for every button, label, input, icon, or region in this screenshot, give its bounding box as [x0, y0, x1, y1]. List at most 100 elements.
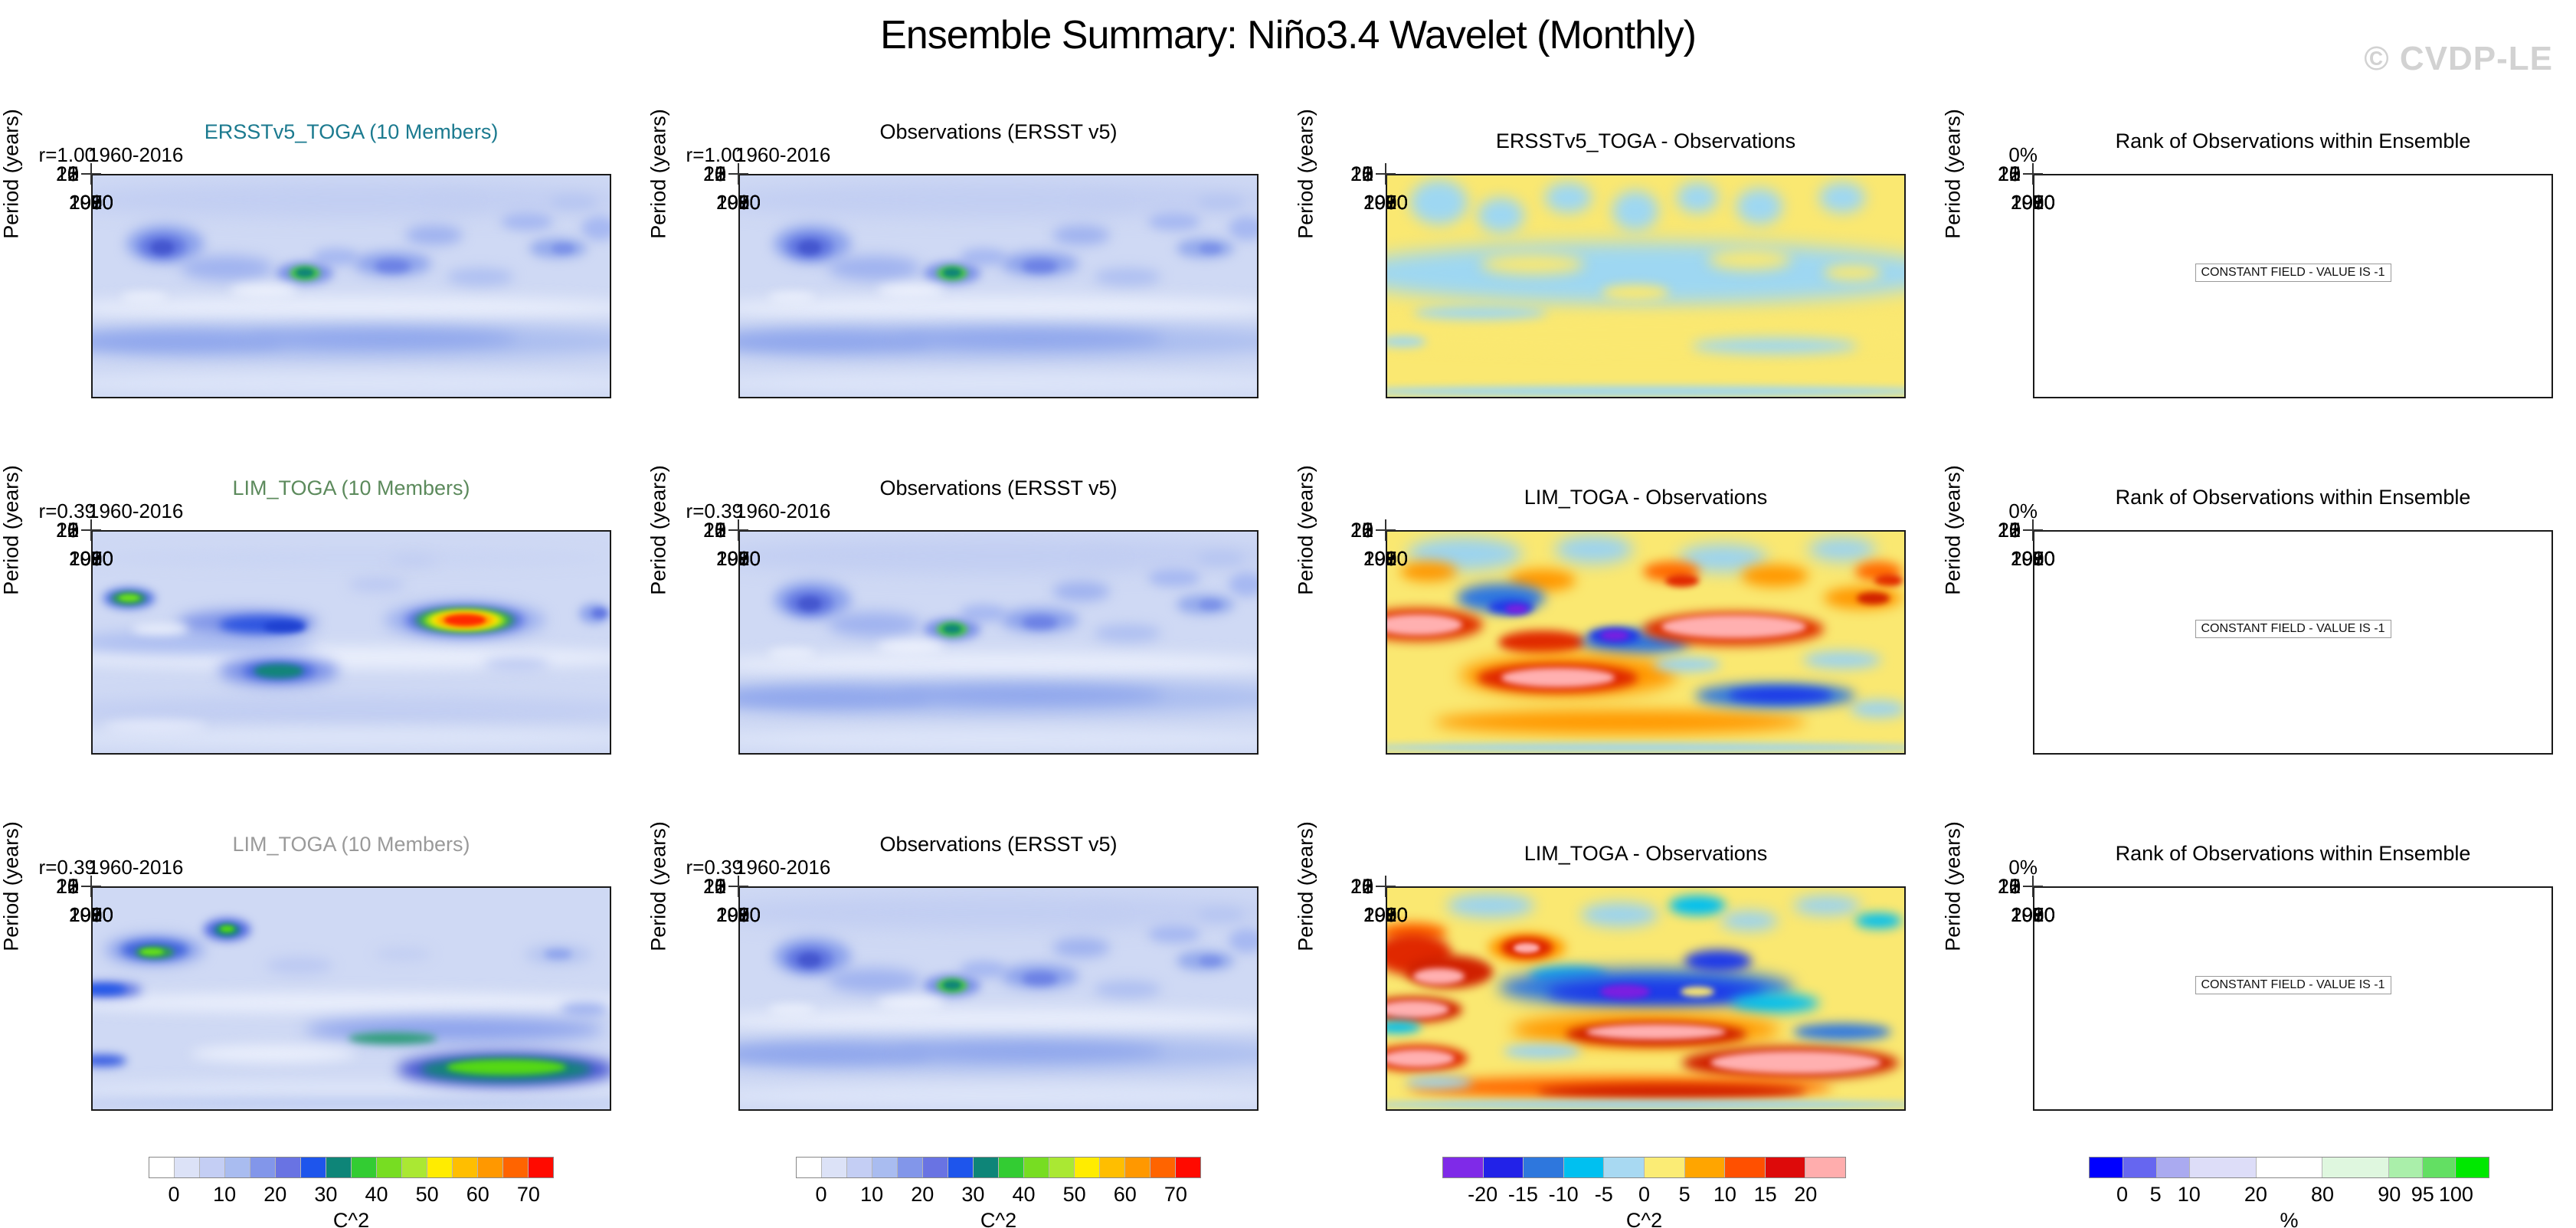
- x-tick: [90, 169, 92, 174]
- y-tick-label: 5: [1361, 162, 1373, 185]
- x-tick-label: 2010: [69, 191, 113, 214]
- colorbar-tick-label: 5: [2149, 1183, 2162, 1206]
- x-tick-label: 1960: [69, 547, 113, 570]
- colorbar-tick-label: 10: [1713, 1183, 1736, 1206]
- y-tick: [81, 529, 91, 531]
- x-tick: [1385, 881, 1386, 886]
- contour-blob: [1021, 615, 1059, 630]
- contour-blob: [1498, 630, 1586, 655]
- y-tick: [2023, 529, 2033, 531]
- contour-blob: [1387, 385, 1904, 397]
- plot-area: [1386, 174, 1906, 398]
- colorbar-cell: [478, 1158, 503, 1177]
- y-tick-label: 2: [714, 875, 726, 898]
- contour-blob: [1792, 1023, 1892, 1040]
- colorbar-cell: [1100, 1158, 1125, 1177]
- contour-blob: [1478, 197, 1524, 234]
- y-tick-label: 3: [714, 519, 726, 542]
- contour-blob: [942, 624, 961, 634]
- period-range-label: 1960-2016: [88, 499, 184, 522]
- y-tick-label: 10: [702, 519, 726, 542]
- panel-title: LIM_TOGA (10 Members): [232, 833, 470, 856]
- period-range-label: 1960-2016: [735, 499, 831, 522]
- contour-blob: [740, 1085, 1257, 1108]
- colorbar-cells: [149, 1157, 554, 1178]
- contour-blob: [1544, 182, 1592, 214]
- colorbar-tick-label: 50: [415, 1183, 439, 1206]
- colorbar-tick-label: 40: [1012, 1183, 1036, 1206]
- y-tick-label: 3: [1361, 162, 1373, 185]
- contour-blob: [1410, 179, 1468, 224]
- contour-blob: [1555, 535, 1633, 564]
- y-tick-label: 1: [714, 519, 726, 542]
- y-tick-label: 10: [702, 162, 726, 185]
- colorbar-tick-label: 0: [815, 1183, 827, 1206]
- contour-blob: [374, 948, 432, 961]
- y-tick-label: 3: [67, 519, 79, 542]
- contour-blob: [180, 256, 274, 281]
- contour-blob: [895, 1043, 1164, 1061]
- colorbar-tick-label: 10: [860, 1183, 884, 1206]
- contour-blob: [740, 331, 931, 352]
- colorbar-cells: [1442, 1157, 1846, 1178]
- x-tick: [1385, 530, 1386, 541]
- contour-blob: [1850, 699, 1904, 718]
- contour-blob: [740, 182, 1257, 218]
- colorbar-tick-label: 40: [365, 1183, 388, 1206]
- contour-blob: [431, 195, 478, 209]
- contour-blob: [768, 1004, 815, 1016]
- x-tick: [738, 881, 739, 886]
- contour-blob: [1052, 581, 1110, 602]
- colorbar-tick-label: 60: [466, 1183, 489, 1206]
- contour-blob: [1405, 1076, 1473, 1089]
- contour-blob: [1148, 213, 1200, 231]
- x-tick-label: 1990: [69, 191, 113, 214]
- figure-title: Ensemble Summary: Niño3.4 Wavelet (Month…: [880, 13, 1697, 57]
- colorbar-cells: [796, 1157, 1201, 1178]
- colorbar-cell: [225, 1158, 250, 1177]
- contour-blob: [1824, 265, 1881, 281]
- x-tick-label: 1980: [716, 903, 761, 926]
- wavelet-contour-field: [740, 888, 1257, 1109]
- contour-blob: [797, 241, 822, 254]
- correlation-label: r=0.39: [686, 499, 743, 522]
- y-tick-label: 1: [1361, 875, 1373, 898]
- x-tick: [2032, 174, 2034, 179]
- contour-blob: [405, 225, 463, 246]
- contour-blob: [1681, 987, 1714, 997]
- x-tick: [2032, 530, 2034, 535]
- contour-blob: [827, 256, 921, 281]
- x-tick: [90, 174, 92, 185]
- period-range-label: 1960-2016: [88, 143, 184, 166]
- colorbar-tick-label: 20: [1794, 1183, 1818, 1206]
- x-tick-label: 2000: [1363, 191, 1408, 214]
- x-tick: [738, 169, 739, 174]
- x-tick-label: 2000: [716, 191, 761, 214]
- contour-blob: [740, 687, 931, 708]
- y-tick-label: 20: [1997, 519, 2021, 542]
- colorbar-cell: [1644, 1158, 1685, 1177]
- contour-blob: [1197, 194, 1245, 210]
- colorbar-cell: [1563, 1158, 1605, 1177]
- contour-blob: [150, 241, 175, 254]
- x-tick-label: 1960: [2011, 547, 2055, 570]
- contour-blob: [1387, 1000, 1449, 1019]
- y-tick: [81, 886, 91, 887]
- colorbar-cell: [1075, 1158, 1100, 1177]
- y-tick: [91, 529, 101, 531]
- cvdp-le-watermark: © CVDP-LE: [2364, 40, 2553, 77]
- contour-blob: [1684, 949, 1752, 972]
- colorbar-cell: [200, 1158, 225, 1177]
- x-tick-label: 1970: [69, 191, 113, 214]
- x-tick: [1385, 530, 1386, 535]
- contour-blob: [390, 553, 437, 568]
- correlation-label: r=0.39: [38, 856, 96, 879]
- wavelet-contour-field: [93, 888, 610, 1109]
- x-tick: [2032, 174, 2034, 185]
- y-tick: [2023, 173, 2033, 175]
- plot-area: [91, 174, 611, 398]
- contour-blob: [560, 1003, 607, 1017]
- plot-area: [738, 886, 1259, 1111]
- contour-blob: [895, 330, 1164, 349]
